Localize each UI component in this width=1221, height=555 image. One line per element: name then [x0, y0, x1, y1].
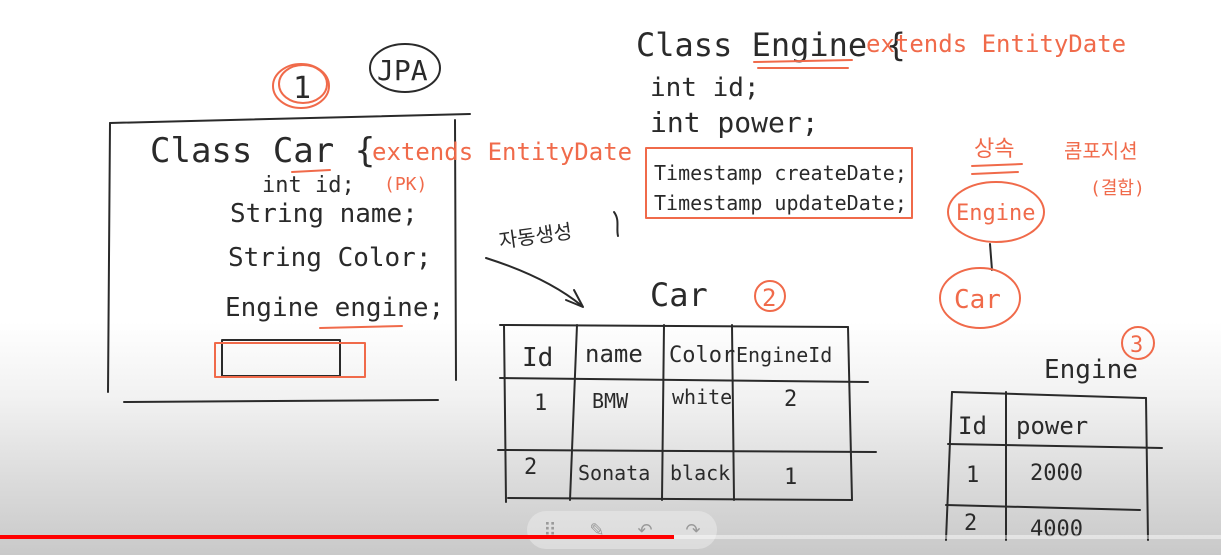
car-r1-name: BMW — [592, 389, 629, 413]
marker-1-label: 1 — [293, 71, 311, 106]
engine-col-id: Id — [958, 412, 987, 440]
engine-r1-id: 1 — [966, 463, 979, 488]
engine-class: Class Engine { extends EntityDate int id… — [613, 26, 1126, 237]
inheritance-label: 상속 — [974, 137, 1014, 162]
car-field-name: String name; — [230, 199, 418, 229]
composition-note: (결합) — [1090, 178, 1145, 199]
car-class-box: Class Car { extends EntityDate int id; (… — [107, 113, 632, 403]
car-r1-engineid: 2 — [784, 387, 797, 412]
car-col-name: name — [585, 340, 643, 368]
car-col-color: Color — [669, 343, 735, 368]
engine-table-marker: 3 — [1130, 333, 1143, 358]
video-progress-fill — [0, 535, 674, 539]
engine-table: Engine 3 Id power 1 2000 2 4000 — [945, 326, 1163, 542]
auto-generation-arrow: 자동생성 — [485, 219, 584, 308]
class-engine-title: Class Engine { — [636, 26, 906, 64]
engine-field-power: int power; — [650, 106, 819, 139]
car-col-engineid: EngineId — [736, 343, 832, 367]
relationship-diagram: 상속 콤포지션 (결합) Engine Car — [939, 137, 1145, 329]
car-field-color: String Color; — [228, 243, 432, 273]
car-field-engine: Engine engine; — [225, 293, 444, 323]
car-table-title: Car — [650, 276, 708, 314]
engine-table-title: Engine — [1044, 355, 1138, 385]
engine-update-date: Timestamp updateDate; — [654, 191, 907, 215]
car-table-marker: 2 — [762, 284, 776, 312]
node-engine: Engine — [956, 201, 1035, 226]
engine-field-id: int id; — [650, 73, 760, 103]
engine-extends-label: extends EntityDate — [866, 30, 1126, 58]
composition-label: 콤포지션 — [1064, 139, 1138, 163]
car-extends-label: extends EntityDate — [372, 138, 632, 166]
auto-gen-label: 자동생성 — [497, 219, 573, 253]
car-pk-label: (PK) — [384, 174, 427, 195]
car-r2-id: 2 — [524, 455, 537, 480]
redo-icon[interactable]: ↷ — [685, 519, 701, 541]
car-r1-color: white — [672, 385, 732, 409]
car-r2-name: Sonata — [578, 461, 650, 485]
engine-col-power: power — [1016, 412, 1088, 440]
car-field-id: int id; — [262, 173, 355, 198]
engine-r1-power: 2000 — [1030, 461, 1083, 486]
jpa-note: JPA — [369, 43, 441, 93]
car-table: Car 2 Id name Color EngineId 1 BMW white… — [497, 276, 877, 503]
class-car-title: Class Car { — [150, 131, 375, 171]
marker-1: 1 — [272, 63, 330, 109]
video-progress-bar[interactable] — [0, 535, 1221, 539]
jpa-label: JPA — [377, 54, 428, 87]
engine-r2-power: 4000 — [1030, 517, 1083, 542]
engine-create-date: Timestamp createDate; — [654, 161, 907, 185]
pen-toolbar: ⠿ ✎ ↶ ↷ — [527, 511, 717, 549]
car-col-id: Id — [522, 343, 553, 373]
car-r2-engineid: 1 — [784, 465, 797, 490]
car-r2-color: black — [670, 461, 730, 485]
engine-r2-id: 2 — [964, 511, 977, 536]
car-r1-id: 1 — [534, 391, 547, 416]
node-car: Car — [954, 285, 1001, 315]
